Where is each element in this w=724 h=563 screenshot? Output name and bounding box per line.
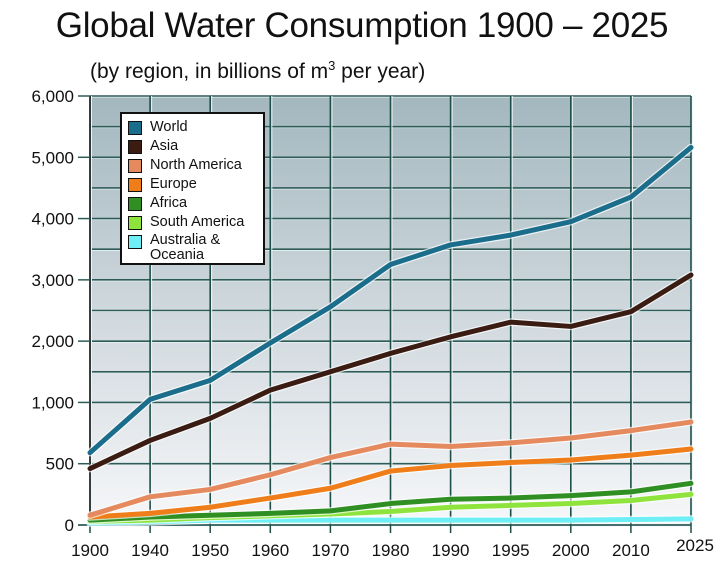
legend-swatch-africa: [128, 197, 142, 211]
subtitle-text-end: per year): [335, 60, 426, 83]
series-line-world: [87, 144, 694, 456]
subtitle-text: (by region, in billions of m: [90, 60, 329, 83]
legend-swatch-australia-oceania: [128, 235, 142, 249]
legend-label: Australia & Oceania: [150, 233, 220, 263]
y-tick-label: 5,000: [31, 148, 74, 167]
tick-labels: 0 500 1,000 2,000 3,000 4,000 5,000 6,000 1900 19…: [31, 87, 713, 560]
y-tick-label: 6,000: [31, 87, 74, 106]
legend-label: Asia: [150, 138, 179, 154]
y-tick-label: 1,000: [31, 393, 74, 412]
x-tick-label: 2000: [552, 541, 590, 560]
legend-swatch-south-america: [128, 216, 142, 230]
y-tick-label: 4,000: [31, 210, 74, 229]
legend-item-north-america: North America: [128, 157, 263, 176]
x-tick-label: 1940: [131, 541, 169, 560]
legend-swatch-north-america: [128, 159, 142, 173]
legend-swatch-asia: [128, 140, 142, 154]
series-line-north-america: [87, 419, 694, 518]
x-tick-label: 1995: [492, 541, 530, 560]
x-tick-label: 1900: [71, 541, 109, 560]
subtitle-superscript: 3: [328, 58, 336, 73]
legend-item-world: World: [128, 119, 263, 138]
x-tick-label: 1950: [191, 541, 229, 560]
legend-label: World: [150, 119, 188, 135]
series-lines: [86, 143, 695, 527]
chart-title: Global Water Consumption 1900 – 2025: [55, 6, 669, 45]
series-line-africa: [87, 480, 694, 523]
legend-item-asia: Asia: [128, 138, 263, 157]
x-tick-label: 1980: [372, 541, 410, 560]
legend-label: South America: [150, 214, 245, 230]
legend-item-australia-oceania: Australia & Oceania: [128, 233, 263, 269]
legend-label: Europe: [150, 176, 197, 192]
y-tick-label: 500: [46, 455, 74, 474]
legend-label: Africa: [150, 195, 188, 211]
legend-swatch-world: [128, 121, 142, 135]
series-line-asia: [87, 272, 694, 472]
legend-label-line2: Oceania: [150, 247, 205, 263]
y-tick-label: 2,000: [31, 332, 74, 351]
legend: World Asia North America Europe Africa S…: [120, 112, 265, 265]
legend-item-south-america: South America: [128, 214, 263, 233]
y-tick-label: 0: [65, 516, 74, 535]
x-tick-label: 1960: [251, 541, 289, 560]
x-tick-label: 2025: [676, 536, 714, 555]
y-tick-label: 3,000: [31, 271, 74, 290]
legend-swatch-europe: [128, 178, 142, 192]
legend-label-line1: Australia &: [150, 232, 221, 248]
x-tick-label: 2010: [612, 541, 650, 560]
legend-item-africa: Africa: [128, 195, 263, 214]
series-line-europe: [87, 446, 694, 520]
legend-item-europe: Europe: [128, 176, 263, 195]
x-tick-label: 1970: [311, 541, 349, 560]
chart-subtitle: (by region, in billions of m3 per year): [90, 58, 425, 84]
legend-label: North America: [150, 157, 242, 173]
x-tick-label: 1990: [432, 541, 470, 560]
